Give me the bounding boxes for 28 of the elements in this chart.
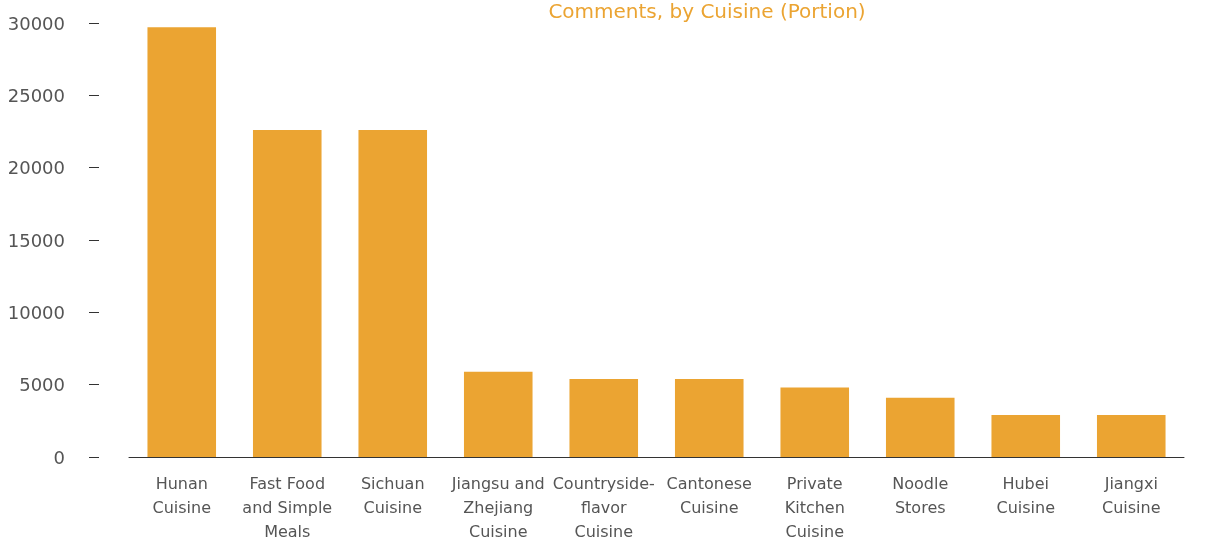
bar [780,387,850,457]
x-tick-label: Hunan Cuisine [152,473,212,517]
bar [674,378,744,457]
bar [885,397,955,457]
y-tick-label: 20000 [7,157,65,179]
x-tick-label: Fast Food and Simple Meals [242,473,333,541]
x-tick-label: Cantonese Cuisine [666,473,752,517]
y-tick-label: 0 [53,446,65,468]
x-tick-label: Jiangxi Cuisine [1101,473,1161,517]
y-tick-label: 10000 [7,301,65,323]
bar [569,378,639,457]
x-tick-label: Noodle Stores [892,473,949,517]
chart-title: Comments, by Cuisine (Portion) [548,0,866,23]
bar [147,27,217,457]
y-tick-label: 5000 [19,374,65,396]
y-tick-label: 15000 [7,229,65,251]
bar [252,130,322,457]
x-tick-label: Jiangsu and Zhejiang Cuisine [450,473,545,541]
bar [463,371,533,457]
y-tick-label: 30000 [7,12,65,34]
x-tick-label: Hubei Cuisine [996,473,1056,517]
bar [1096,415,1166,457]
x-tick-label: Countryside-flavor Cuisine [552,473,655,541]
x-tick-label: Sichuan Cuisine [360,473,425,517]
bar [358,130,428,457]
y-tick-label: 25000 [7,84,65,106]
x-tick-label: Private Kitchen Cuisine [784,473,845,541]
bar [991,415,1061,457]
